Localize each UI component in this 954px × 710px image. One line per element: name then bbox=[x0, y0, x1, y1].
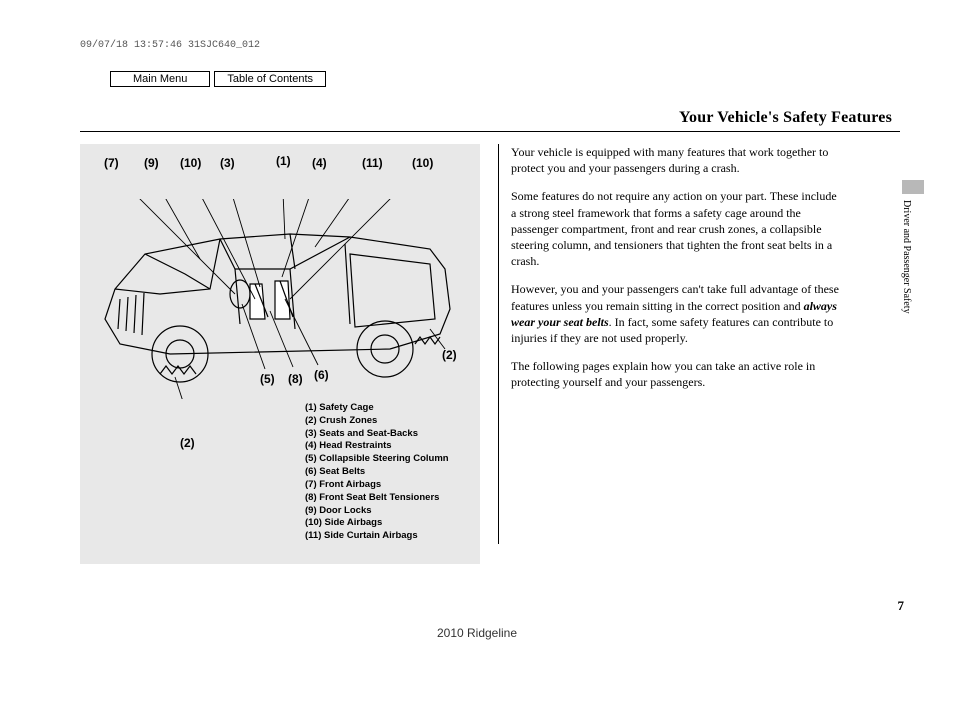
content-row: (7) (9) (10) (3) (1) (4) (11) (10) bbox=[80, 144, 900, 564]
callout-2a: (2) bbox=[442, 348, 457, 362]
paragraph-3: However, you and your passengers can't t… bbox=[511, 281, 840, 346]
callout-10b: (10) bbox=[412, 156, 433, 170]
legend-item-2: (2) Crush Zones bbox=[305, 415, 449, 428]
legend-item-10: (10) Side Airbags bbox=[305, 517, 449, 530]
callout-10a: (10) bbox=[180, 156, 201, 170]
paragraph-4: The following pages explain how you can … bbox=[511, 358, 840, 390]
nav-button-row: Main Menu Table of Contents bbox=[110, 71, 900, 87]
page-title: Your Vehicle's Safety Features bbox=[679, 109, 892, 126]
callout-7: (7) bbox=[104, 156, 119, 170]
legend-item-4: (4) Head Restraints bbox=[305, 440, 449, 453]
callout-11: (11) bbox=[362, 156, 383, 170]
page-number: 7 bbox=[898, 598, 905, 614]
diagram-panel: (7) (9) (10) (3) (1) (4) (11) (10) bbox=[80, 144, 480, 564]
vehicle-cutaway-illustration bbox=[90, 199, 460, 399]
callout-6: (6) bbox=[314, 368, 329, 382]
legend-item-8: (8) Front Seat Belt Tensioners bbox=[305, 492, 449, 505]
section-side-label: Driver and Passenger Safety bbox=[901, 200, 912, 314]
paragraph-2: Some features do not require any action … bbox=[511, 188, 840, 269]
main-menu-button[interactable]: Main Menu bbox=[110, 71, 210, 87]
callout-9: (9) bbox=[144, 156, 159, 170]
legend-item-1: (1) Safety Cage bbox=[305, 402, 449, 415]
callout-4: (4) bbox=[312, 156, 327, 170]
column-divider bbox=[498, 144, 499, 544]
body-text-column: Your vehicle is equipped with many featu… bbox=[511, 144, 900, 564]
toc-button[interactable]: Table of Contents bbox=[214, 71, 326, 87]
paragraph-1: Your vehicle is equipped with many featu… bbox=[511, 144, 840, 176]
legend-item-7: (7) Front Airbags bbox=[305, 479, 449, 492]
legend-item-9: (9) Door Locks bbox=[305, 505, 449, 518]
title-bar: Your Vehicle's Safety Features bbox=[80, 109, 900, 132]
callout-5: (5) bbox=[260, 372, 275, 386]
callout-2b: (2) bbox=[180, 436, 195, 450]
callout-8: (8) bbox=[288, 372, 303, 386]
legend-item-6: (6) Seat Belts bbox=[305, 466, 449, 479]
legend-item-11: (11) Side Curtain Airbags bbox=[305, 530, 449, 543]
callout-3: (3) bbox=[220, 156, 235, 170]
diagram-legend: (1) Safety Cage (2) Crush Zones (3) Seat… bbox=[305, 402, 449, 543]
legend-item-5: (5) Collapsible Steering Column bbox=[305, 453, 449, 466]
paragraph-3a: However, you and your passengers can't t… bbox=[511, 282, 839, 312]
print-timestamp: 09/07/18 13:57:46 31SJC640_012 bbox=[80, 40, 900, 51]
footer-model-name: 2010 Ridgeline bbox=[0, 626, 954, 640]
legend-item-3: (3) Seats and Seat-Backs bbox=[305, 428, 449, 441]
callout-1: (1) bbox=[276, 154, 291, 168]
section-side-marker bbox=[902, 180, 924, 194]
